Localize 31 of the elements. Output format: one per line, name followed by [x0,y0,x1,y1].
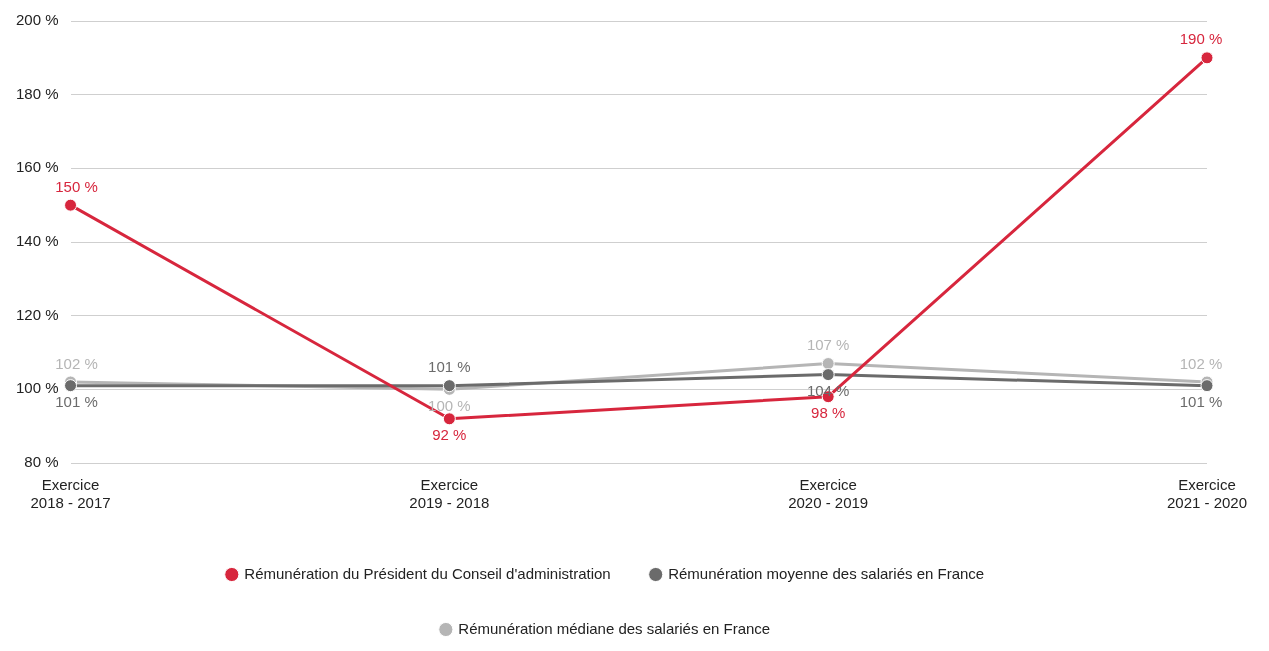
data-label: 102 % [1179,354,1223,372]
data-label: 102 % [55,354,98,372]
data-label: 100 % [428,396,471,414]
legend-label: Rémunération du Président du Conseil d'administration [244,564,611,582]
x-tick-label: Exercice 2019 - 2018 [409,476,490,512]
data-label: 190 % [1179,30,1223,48]
y-tick-label: 160 % [15,158,59,176]
point [821,357,835,371]
data-label: 92 % [432,426,467,444]
data-label: 150 % [55,177,98,195]
point [442,412,456,426]
x-tick-label: Exercice 2018 - 2017 [30,476,111,512]
data-label: 101 % [428,358,471,376]
data-label: 98 % [811,404,846,422]
point [821,368,835,382]
x-tick-label: Exercice 2021 - 2020 [1166,476,1248,512]
point [1200,379,1214,393]
point [64,198,78,212]
y-tick-label: 120 % [15,305,59,323]
point [1200,51,1214,65]
data-label: 104 % [806,382,850,400]
legend-label: Rémunération médiane des salariés en France [458,619,771,637]
point [64,379,78,393]
y-tick-label: 80 % [24,453,59,471]
y-tick-label: 140 % [15,232,59,250]
data-label: 107 % [806,336,850,354]
legend-label: Rémunération moyenne des salariés en France [668,564,985,582]
x-tick-label: Exercice 2020 - 2019 [788,476,869,512]
y-tick-label: 200 % [15,11,59,29]
y-tick-label: 180 % [15,84,59,102]
data-label: 101 % [1179,393,1223,411]
